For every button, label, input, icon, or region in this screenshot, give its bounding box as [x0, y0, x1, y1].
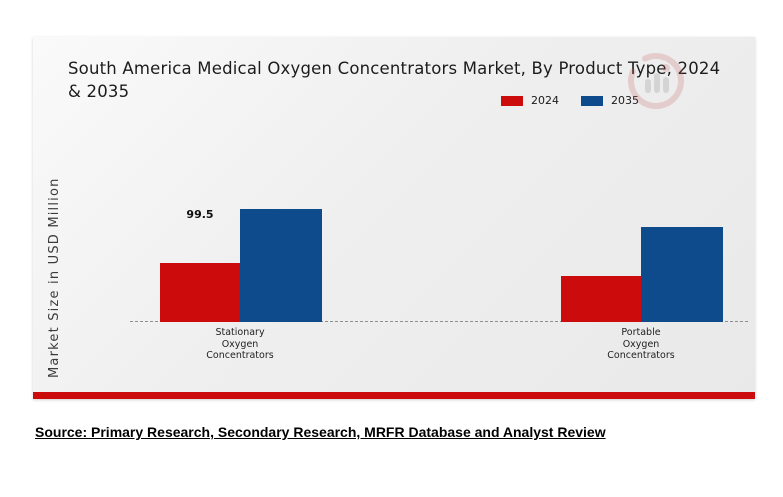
legend: 2024 2035 — [501, 94, 639, 107]
chart-title: South America Medical Oxygen Concentrato… — [68, 57, 758, 103]
chart-title-line-2: & 2035 — [68, 82, 130, 101]
category-label-portable: Portable Oxygen Concentrators — [607, 327, 675, 361]
bar-2024-stationary — [160, 263, 240, 322]
y-axis-label: Market Size in USD Million — [47, 177, 62, 379]
value-label-stationary-2024: 99.5 — [186, 208, 214, 221]
category-label-stationary: Stationary Oxygen Concentrators — [206, 327, 274, 361]
bottom-accent-stripe — [33, 392, 755, 399]
legend-item-2024: 2024 — [501, 94, 559, 107]
bar-2024-portable — [561, 276, 641, 322]
legend-item-2035: 2035 — [581, 94, 639, 107]
x-axis-baseline — [130, 321, 748, 322]
legend-label-2024: 2024 — [531, 94, 559, 107]
bar-2035-stationary — [240, 209, 322, 322]
legend-swatch-2024-icon — [501, 95, 523, 106]
bar-2035-portable — [641, 227, 723, 322]
legend-swatch-2035-icon — [581, 95, 603, 106]
chart-title-line-1: South America Medical Oxygen Concentrato… — [68, 59, 721, 78]
source-attribution: Source: Primary Research, Secondary Rese… — [35, 424, 606, 440]
chart-panel: South America Medical Oxygen Concentrato… — [33, 37, 755, 399]
legend-label-2035: 2035 — [611, 94, 639, 107]
